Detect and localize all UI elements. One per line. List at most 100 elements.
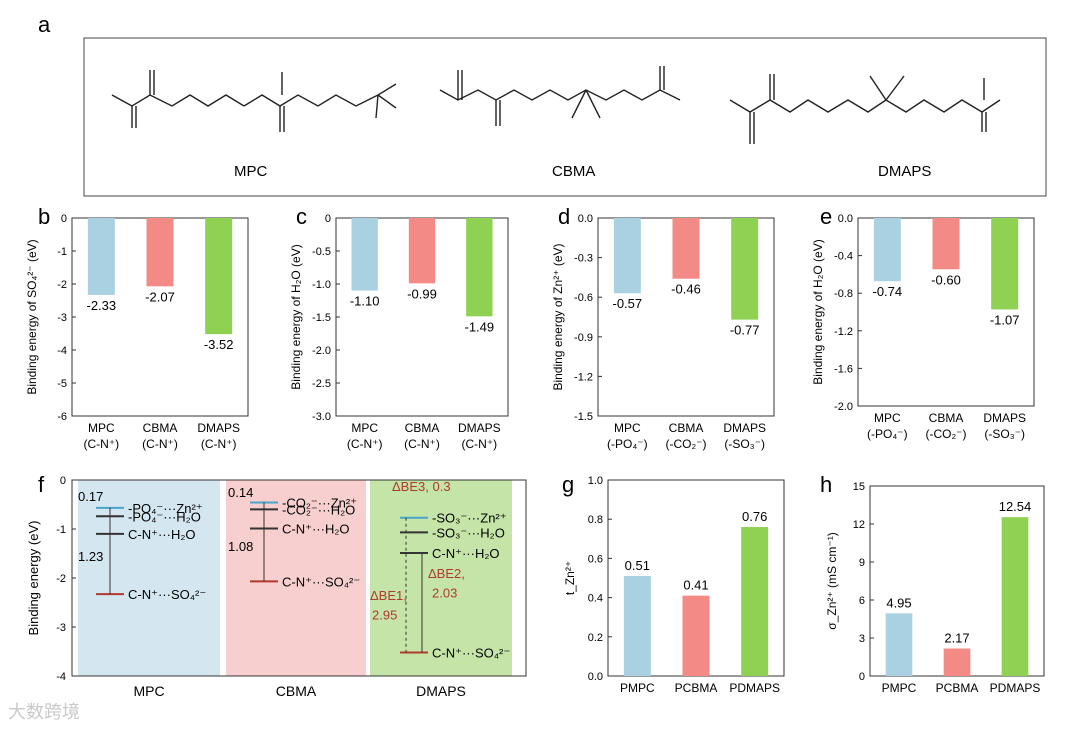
y-tick-label: 12 — [853, 519, 865, 531]
y-tick-label: -4 — [56, 671, 66, 683]
y-tick-label: 3 — [859, 633, 865, 645]
panel-letter-b: b — [38, 204, 50, 229]
y-tick-label: 0.2 — [588, 632, 603, 644]
x-tick-label: PDMAPS — [990, 681, 1041, 695]
y-tick-label: 9 — [859, 557, 865, 569]
panel-letter-h: h — [820, 472, 832, 497]
energy-level-label: -PO₄⁻···H₂O — [128, 509, 201, 524]
y-tick-label: -2.0 — [312, 345, 331, 357]
panel-letter-a: a — [38, 12, 51, 37]
chart-f: 0 -1 -2 -3 -4 Binding energy (eV) -PO₄⁻···Zn²⁺… — [26, 475, 527, 699]
energy-level-label: -CO₂⁻···Zn²⁺ — [282, 496, 357, 511]
x-tick-sublabel: (-SO₃⁻) — [724, 437, 765, 451]
energy-level-label: -SO₃⁻···Zn²⁺ — [432, 511, 507, 526]
y-tick-label: -1.0 — [312, 279, 331, 291]
y-tick-label: -0.3 — [574, 253, 593, 265]
y-tick-label: -3.0 — [312, 411, 331, 423]
data-label: 0.76 — [742, 509, 767, 524]
annotation: 2.95 — [372, 608, 397, 623]
y-tick-label: -2 — [57, 279, 67, 291]
chart-e: 0.0 -0.4 -0.8 -1.2 -1.6 -2.0 Binding energy of… — [811, 213, 1035, 441]
chart-c: 0 -0.5 -1.0 -1.5 -2.0 -2.5 -3.0 Binding energy … — [289, 213, 509, 451]
bar-dmaps — [205, 218, 233, 335]
y-tick-label: -1.5 — [312, 312, 331, 324]
bar-pcbma — [682, 595, 710, 676]
panel-letter-f: f — [38, 472, 45, 497]
y-axis-label: Binding energy of H₂O (eV) — [289, 244, 303, 389]
data-label: -0.77 — [730, 323, 760, 338]
bar-dmaps — [991, 218, 1019, 310]
dmaps-structure — [729, 74, 1001, 144]
x-tick-label: CBMA — [276, 683, 317, 699]
y-tick-label: 15 — [853, 481, 865, 493]
y-tick-label: 0 — [61, 213, 67, 225]
energy-level-label: C-N⁺···H₂O — [128, 527, 196, 542]
data-label: -1.07 — [990, 312, 1020, 327]
y-tick-label: 0.6 — [588, 553, 603, 565]
y-tick-label: -0.8 — [834, 288, 853, 300]
x-tick-label: DMAPS — [723, 421, 766, 435]
y-tick-label: -2 — [56, 573, 66, 585]
x-tick-sublabel: (C-N⁺) — [84, 437, 120, 451]
y-tick-label: -4 — [57, 345, 67, 357]
charts-layer: 0 -1 -2 -3 -4 -5 -6 Binding energy of SO₄²⁻ (eV… — [25, 213, 1045, 699]
x-tick-label: CBMA — [405, 421, 440, 435]
molecule-frame — [83, 37, 1047, 197]
annotation: 1.08 — [228, 539, 253, 554]
y-tick-label: 0.0 — [578, 213, 593, 225]
energy-level-label: C-N⁺···H₂O — [432, 546, 500, 561]
data-label: -0.46 — [671, 282, 701, 297]
y-tick-label: 0.0 — [838, 213, 853, 225]
annotation: 0.14 — [228, 485, 253, 500]
y-tick-label: -1.2 — [574, 371, 593, 383]
data-label: -0.60 — [931, 272, 961, 287]
data-label: -2.07 — [145, 289, 175, 304]
x-tick-label: MPC — [351, 421, 378, 435]
x-tick-label: CBMA — [929, 411, 964, 425]
cbma-name: CBMA — [552, 163, 595, 180]
mpc-structure — [111, 70, 397, 132]
panel-letter-e: e — [820, 204, 832, 229]
y-tick-label: 0 — [60, 475, 66, 487]
y-tick-label: -6 — [57, 411, 67, 423]
chart-h: 0 3 6 9 12 15 σ_Zn²⁺ (mS cm⁻¹) 4.95 PMPC 2.17 PCBM… — [825, 481, 1045, 695]
x-tick-label: DMAPS — [458, 421, 501, 435]
cbma-structure — [439, 66, 681, 126]
region-dmaps — [370, 480, 512, 676]
y-tick-label: 0.0 — [588, 671, 603, 683]
y-tick-label: -0.9 — [574, 332, 593, 344]
x-tick-sublabel: (-PO₄⁻) — [607, 437, 648, 451]
x-tick-label: PDMAPS — [729, 681, 780, 695]
panel-letter-g: g — [562, 472, 574, 497]
x-tick-label: MPC — [874, 411, 901, 425]
data-label: 12.54 — [999, 499, 1032, 514]
y-tick-label: -3 — [57, 312, 67, 324]
data-label: 0.41 — [683, 578, 708, 593]
chart-d: 0.0 -0.3 -0.6 -0.9 -1.2 -1.5 Binding energy of… — [551, 213, 775, 451]
dmaps-name: DMAPS — [878, 163, 931, 180]
x-tick-sublabel: (C-N⁺) — [347, 437, 383, 451]
x-tick-sublabel: (C-N⁺) — [201, 437, 237, 451]
bar-cbma — [146, 218, 174, 287]
x-tick-label: DMAPS — [197, 421, 240, 435]
y-tick-label: 0.4 — [588, 593, 603, 605]
bar-pmpc — [623, 576, 651, 676]
data-label: 4.95 — [886, 595, 911, 610]
x-tick-label: PCBMA — [675, 681, 718, 695]
y-axis-label: Binding energy of SO₄²⁻ (eV) — [25, 239, 39, 394]
y-tick-label: -0.4 — [834, 251, 853, 263]
data-label: -0.57 — [613, 296, 643, 311]
chart-g: 0.0 0.2 0.4 0.6 0.8 1.0 t_Zn²⁺ 0.51 PMPC 0.41 PCBM… — [563, 475, 785, 695]
y-tick-label: 1.0 — [588, 475, 603, 487]
bar-cbma — [672, 218, 700, 279]
x-tick-sublabel: (-SO₃⁻) — [984, 427, 1025, 441]
x-tick-label: DMAPS — [983, 411, 1026, 425]
energy-level-label: C-N⁺···SO₄²⁻ — [432, 645, 510, 660]
bar-mpc — [351, 218, 378, 291]
x-tick-label: CBMA — [669, 421, 704, 435]
x-tick-sublabel: (-CO₂⁻) — [666, 437, 707, 451]
data-label: -3.52 — [204, 337, 234, 352]
y-tick-label: -1.5 — [574, 411, 593, 423]
x-tick-label: DMAPS — [416, 683, 466, 699]
